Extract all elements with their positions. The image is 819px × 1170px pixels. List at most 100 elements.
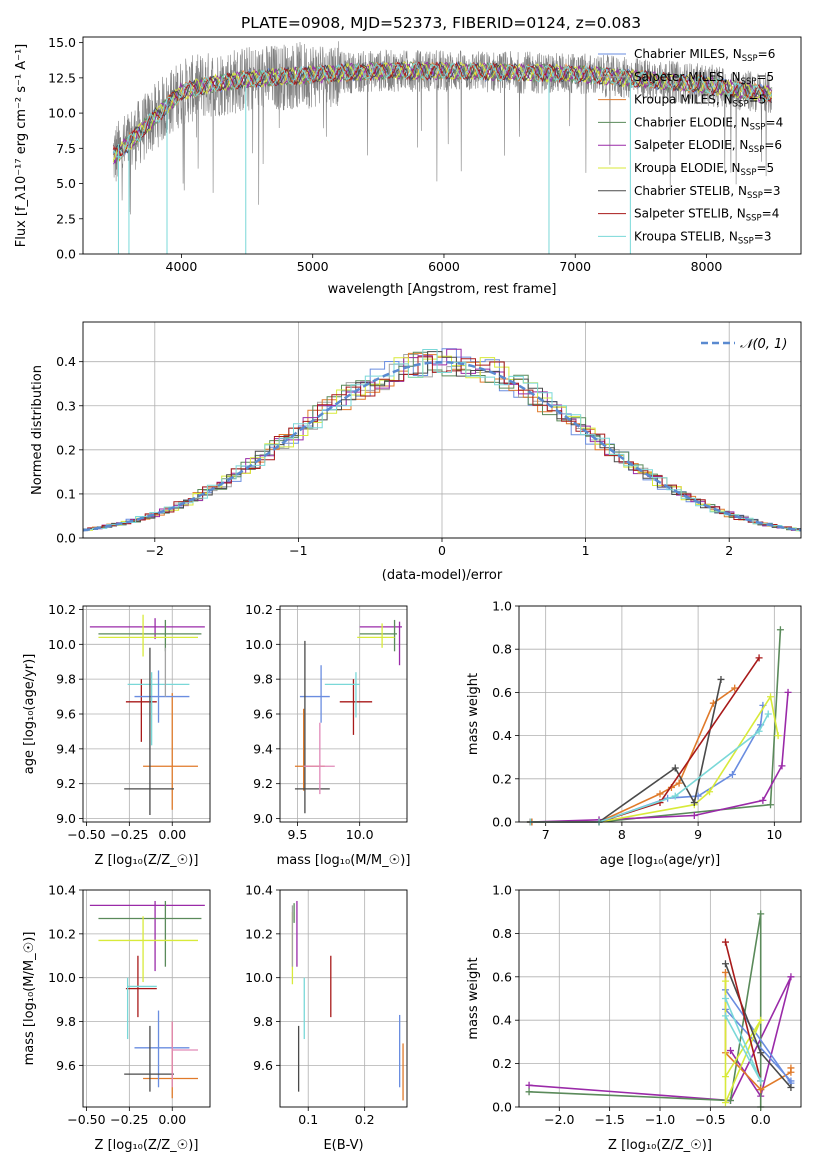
- x-axis-label: E(B-V): [323, 1138, 363, 1153]
- error-bar: [126, 977, 157, 1040]
- weight-point-marker: [721, 995, 729, 1002]
- x-tick-label: 8000: [691, 259, 723, 274]
- x-tick-label: −1.0: [645, 1112, 675, 1127]
- x-tick-label: 0.0: [751, 1112, 771, 1127]
- model-spectrum-ch_stelib: [112, 60, 772, 155]
- x-tick-label: 0: [438, 543, 446, 558]
- legend-label: Kroupa ELODIE, NSSP=5: [634, 161, 774, 178]
- weight-point-marker: [690, 812, 698, 820]
- error-bar: [143, 693, 198, 810]
- y-tick-label: 10.2: [48, 926, 76, 941]
- weight-series-line: [724, 941, 762, 1082]
- x-tick-label: 10.0: [346, 827, 374, 842]
- y-tick-label: 10.4: [245, 883, 273, 898]
- x-axis-label: (data-model)/error: [382, 568, 503, 583]
- histogram-plot-area: [83, 348, 801, 532]
- weight-point-marker: [787, 1077, 795, 1085]
- y-tick-label: 0.0: [492, 1100, 512, 1115]
- y-tick-label: 0.2: [492, 1056, 512, 1071]
- weight-point-marker: [721, 968, 729, 976]
- y-axis-label: age [log₁₀(age/yr)]: [22, 654, 37, 775]
- age-vs-metallicity-panel: −0.50 −0.25 0.00 9.0 9.2 9.4 9.6 9.8 10.0 10.2 Z […: [22, 602, 211, 868]
- y-tick-label: 9.8: [56, 1014, 76, 1029]
- legend-label: Chabrier STELIB, NSSP=3: [634, 184, 781, 201]
- x-tick-label: 2: [725, 543, 733, 558]
- y-tick-label: 10.2: [48, 602, 76, 617]
- y-tick-label: 0.4: [56, 354, 76, 369]
- legend-label: Salpeter STELIB, NSSP=4: [634, 207, 779, 224]
- x-tick-label: 8: [618, 827, 626, 842]
- x-tick-label: 9: [694, 827, 702, 842]
- error-bar: [357, 623, 395, 648]
- weight-point-marker: [717, 675, 725, 683]
- x-tick-label: 6000: [428, 259, 460, 274]
- weight-point-marker: [671, 764, 679, 772]
- y-axis-label: Flux [f_λ10⁻¹⁷ erg cm⁻² s⁻¹ A⁻¹]: [14, 44, 29, 248]
- weight-point-marker: [767, 693, 775, 701]
- x-tick-label: 0.00: [158, 827, 186, 842]
- axes-frame: [518, 605, 802, 823]
- y-tick-label: 9.8: [253, 1014, 273, 1029]
- weight-point-marker: [727, 1096, 734, 1104]
- weight-series-line: [530, 629, 782, 823]
- weight-point-marker: [764, 710, 772, 718]
- weight-point-marker: [774, 732, 782, 740]
- age-vs-mass-panel: 9.5 10.0 9.0 9.2 9.4 9.6 9.8 10.0 10.2 mass [log₁…: [245, 602, 410, 868]
- y-tick-label: 0.8: [492, 926, 512, 941]
- y-tick-label: 10.0: [48, 637, 76, 652]
- axes-frame: [82, 605, 211, 823]
- x-tick-label: −2.0: [544, 1112, 574, 1127]
- y-tick-label: 10.0: [48, 970, 76, 985]
- error-bar: [98, 614, 198, 657]
- y-tick-label: 9.0: [253, 811, 273, 826]
- error-bar: [303, 722, 335, 795]
- weight-point-marker: [755, 727, 763, 735]
- error-bar: [98, 916, 198, 983]
- y-tick-label: 10.0: [245, 637, 273, 652]
- weight-point-marker: [757, 1077, 765, 1085]
- error-bar: [89, 900, 205, 972]
- x-tick-label: 5000: [297, 259, 329, 274]
- y-axis-label: mass weight: [466, 957, 481, 1039]
- axes-frame: [279, 889, 408, 1108]
- model-spectrum-kr_stelib: [112, 61, 772, 160]
- weight-series-line: [530, 692, 789, 823]
- spectrum-plot-area: [112, 41, 773, 254]
- x-axis-label: Z [log₁₀(Z/Z_☉)]: [95, 853, 199, 868]
- legend-label: Chabrier ELODIE, NSSP=4: [634, 115, 783, 132]
- weight-point-marker: [776, 626, 784, 634]
- weight-plot-area: [525, 910, 795, 1111]
- errorbar-plot-area: [89, 900, 205, 1099]
- y-tick-label: 1.0: [492, 599, 512, 614]
- x-tick-label: −2: [146, 543, 164, 558]
- legend-label: Chabrier MILES, NSSP=6: [634, 47, 775, 64]
- x-axis-label: Z [log₁₀(Z/Z_☉)]: [95, 1138, 199, 1153]
- x-tick-label: 7: [542, 827, 550, 842]
- x-tick-label: −0.50: [67, 827, 105, 842]
- histogram-kr_stelib: [83, 349, 801, 531]
- weight-point-marker: [787, 1083, 795, 1091]
- y-tick-label: 0.0: [56, 247, 76, 262]
- weight-point-marker: [721, 977, 729, 985]
- x-axis-label: wavelength [Angstrom, rest frame]: [328, 282, 557, 297]
- x-tick-label: 0.00: [158, 1112, 186, 1127]
- x-tick-label: −0.5: [695, 1112, 725, 1127]
- histogram-sa_stelib: [83, 356, 801, 531]
- y-tick-label: 9.8: [56, 672, 76, 687]
- y-tick-label: 9.6: [253, 707, 273, 722]
- y-tick-label: 10.4: [48, 883, 76, 898]
- error-bar: [359, 619, 398, 652]
- weight-point-marker: [757, 1049, 765, 1057]
- errorbar-plot-area: [294, 619, 403, 814]
- error-bar: [98, 900, 202, 967]
- y-tick-label: 9.4: [56, 741, 76, 756]
- spectrum-panel: 4000 5000 6000 7000 8000 0.0 2.5 5.0 7.5 10.0 12.5…: [14, 35, 802, 297]
- x-axis-label: Z [log₁₀(Z/Z_☉)]: [608, 1138, 712, 1153]
- y-axis-label: Normed distribution: [30, 365, 45, 495]
- weight-point-marker: [728, 770, 736, 778]
- weight-vs-age-panel: 7 8 9 10 0.0 0.2 0.4 0.6 0.8 1.0 age [log₁₀(age/yr…: [466, 599, 802, 868]
- weight-point-marker: [787, 1064, 795, 1072]
- y-tick-label: 0.6: [492, 685, 512, 700]
- model-spectrum-kr_elodie: [112, 61, 772, 163]
- axes-frame: [518, 889, 802, 1108]
